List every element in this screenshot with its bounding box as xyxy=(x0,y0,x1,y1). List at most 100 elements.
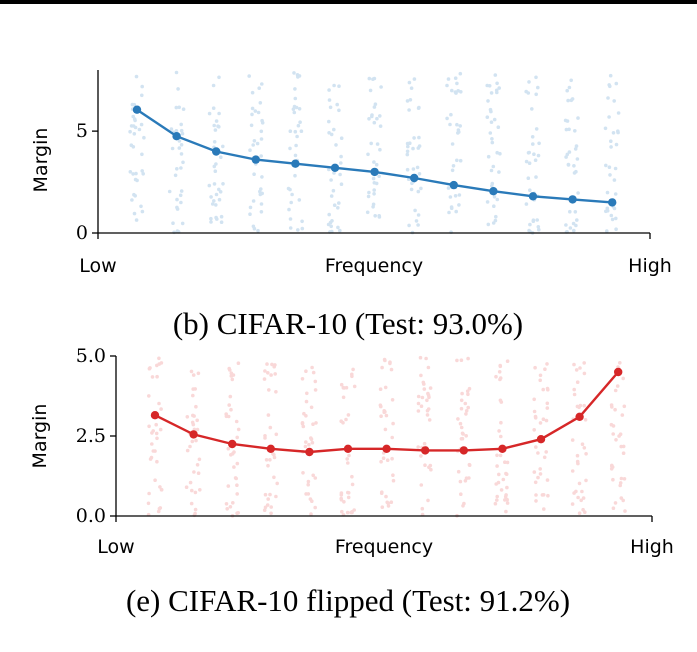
scatter-point xyxy=(389,500,394,505)
scatter-point xyxy=(213,169,218,173)
scatter-point xyxy=(195,427,200,432)
scatter-point xyxy=(133,125,138,130)
scatter-point xyxy=(455,81,459,86)
scatter-point xyxy=(623,509,627,513)
scatter-point xyxy=(288,217,293,221)
scatter-point xyxy=(368,88,373,93)
scatter-point xyxy=(269,505,274,509)
scatter-point xyxy=(584,452,588,456)
scatter-point xyxy=(495,494,500,499)
scatter-point xyxy=(421,380,426,385)
scatter-point xyxy=(534,75,538,80)
scatter-point xyxy=(497,86,502,90)
y-axis-label: Margin xyxy=(30,128,52,193)
x-axis-label: Frequency xyxy=(335,536,433,558)
scatter-point xyxy=(273,363,277,367)
scatter-point xyxy=(456,89,461,93)
scatter-point xyxy=(194,438,198,443)
scatter-point xyxy=(416,409,421,413)
scatter-point xyxy=(569,98,574,103)
scatter-point xyxy=(235,435,239,440)
scatter-point xyxy=(131,124,136,128)
scatter-point xyxy=(372,192,376,196)
scatter-point xyxy=(219,155,223,159)
y-tick-label: 0 xyxy=(76,222,88,244)
scatter-point xyxy=(346,461,350,465)
scatter-point xyxy=(155,436,159,441)
scatter-point xyxy=(422,382,426,386)
scatter-point xyxy=(505,501,510,505)
series-point xyxy=(459,446,468,455)
scatter-cloud xyxy=(128,70,621,235)
scatter-point xyxy=(132,117,137,121)
scatter-point xyxy=(497,429,501,433)
scatter-point xyxy=(545,406,550,410)
scatter-point xyxy=(191,413,195,418)
scatter-point xyxy=(371,176,376,181)
scatter-point xyxy=(329,224,334,229)
scatter-point xyxy=(275,481,280,486)
scatter-point xyxy=(181,107,186,111)
scatter-point xyxy=(345,457,350,461)
scatter-point xyxy=(578,403,583,408)
scatter-point xyxy=(497,370,502,374)
scatter-point xyxy=(370,114,374,119)
scatter-point xyxy=(190,488,194,493)
series-point xyxy=(266,444,275,453)
scatter-point xyxy=(463,401,468,406)
scatter-point xyxy=(545,362,549,366)
scatter-point xyxy=(408,98,413,102)
scatter-point xyxy=(380,490,384,495)
scatter-point xyxy=(490,140,495,145)
scatter-point xyxy=(568,209,572,214)
scatter-point xyxy=(428,463,433,468)
scatter-point xyxy=(532,397,536,402)
scatter-point xyxy=(304,414,308,418)
scatter-point xyxy=(457,193,462,197)
scatter-point xyxy=(221,182,225,186)
scatter-point xyxy=(293,173,297,178)
scatter-point xyxy=(505,460,510,465)
scatter-point xyxy=(416,401,421,406)
scatter-point xyxy=(224,414,229,419)
scatter-point xyxy=(426,498,430,503)
scatter-point xyxy=(228,505,233,509)
scatter-point xyxy=(615,384,620,388)
scatter-point xyxy=(447,210,451,215)
scatter-point xyxy=(131,114,135,119)
scatter-point xyxy=(155,374,159,379)
scatter-point xyxy=(304,399,309,404)
scatter-point xyxy=(459,406,464,411)
scatter-point xyxy=(293,96,298,101)
scatter-point xyxy=(139,204,143,209)
scatter-point xyxy=(128,170,133,174)
scatter-point xyxy=(609,467,614,471)
scatter-point xyxy=(140,209,145,214)
scatter-point xyxy=(612,99,616,103)
series-point xyxy=(528,192,538,201)
scatter-point xyxy=(419,404,424,409)
scatter-point xyxy=(566,162,571,167)
scatter-point xyxy=(207,183,212,188)
scatter-point xyxy=(384,413,389,418)
scatter-point xyxy=(611,131,616,135)
scatter-point xyxy=(391,478,396,483)
scatter-point xyxy=(262,508,267,512)
scatter-point xyxy=(260,118,264,123)
scatter-point xyxy=(250,106,255,111)
scatter-point xyxy=(576,461,580,466)
scatter-point xyxy=(210,202,215,206)
scatter-point xyxy=(450,168,455,173)
scatter-point xyxy=(301,471,305,475)
scatter-point xyxy=(350,482,355,487)
scatter-point xyxy=(259,137,264,141)
scatter-point xyxy=(180,131,185,136)
scatter-point xyxy=(270,362,274,367)
scatter-point xyxy=(339,154,343,159)
scatter-point xyxy=(611,424,616,428)
scatter-point xyxy=(179,189,184,193)
scatter-point xyxy=(299,129,304,133)
scatter-point xyxy=(328,220,333,225)
scatter-point xyxy=(610,464,614,468)
series-point xyxy=(172,132,181,141)
